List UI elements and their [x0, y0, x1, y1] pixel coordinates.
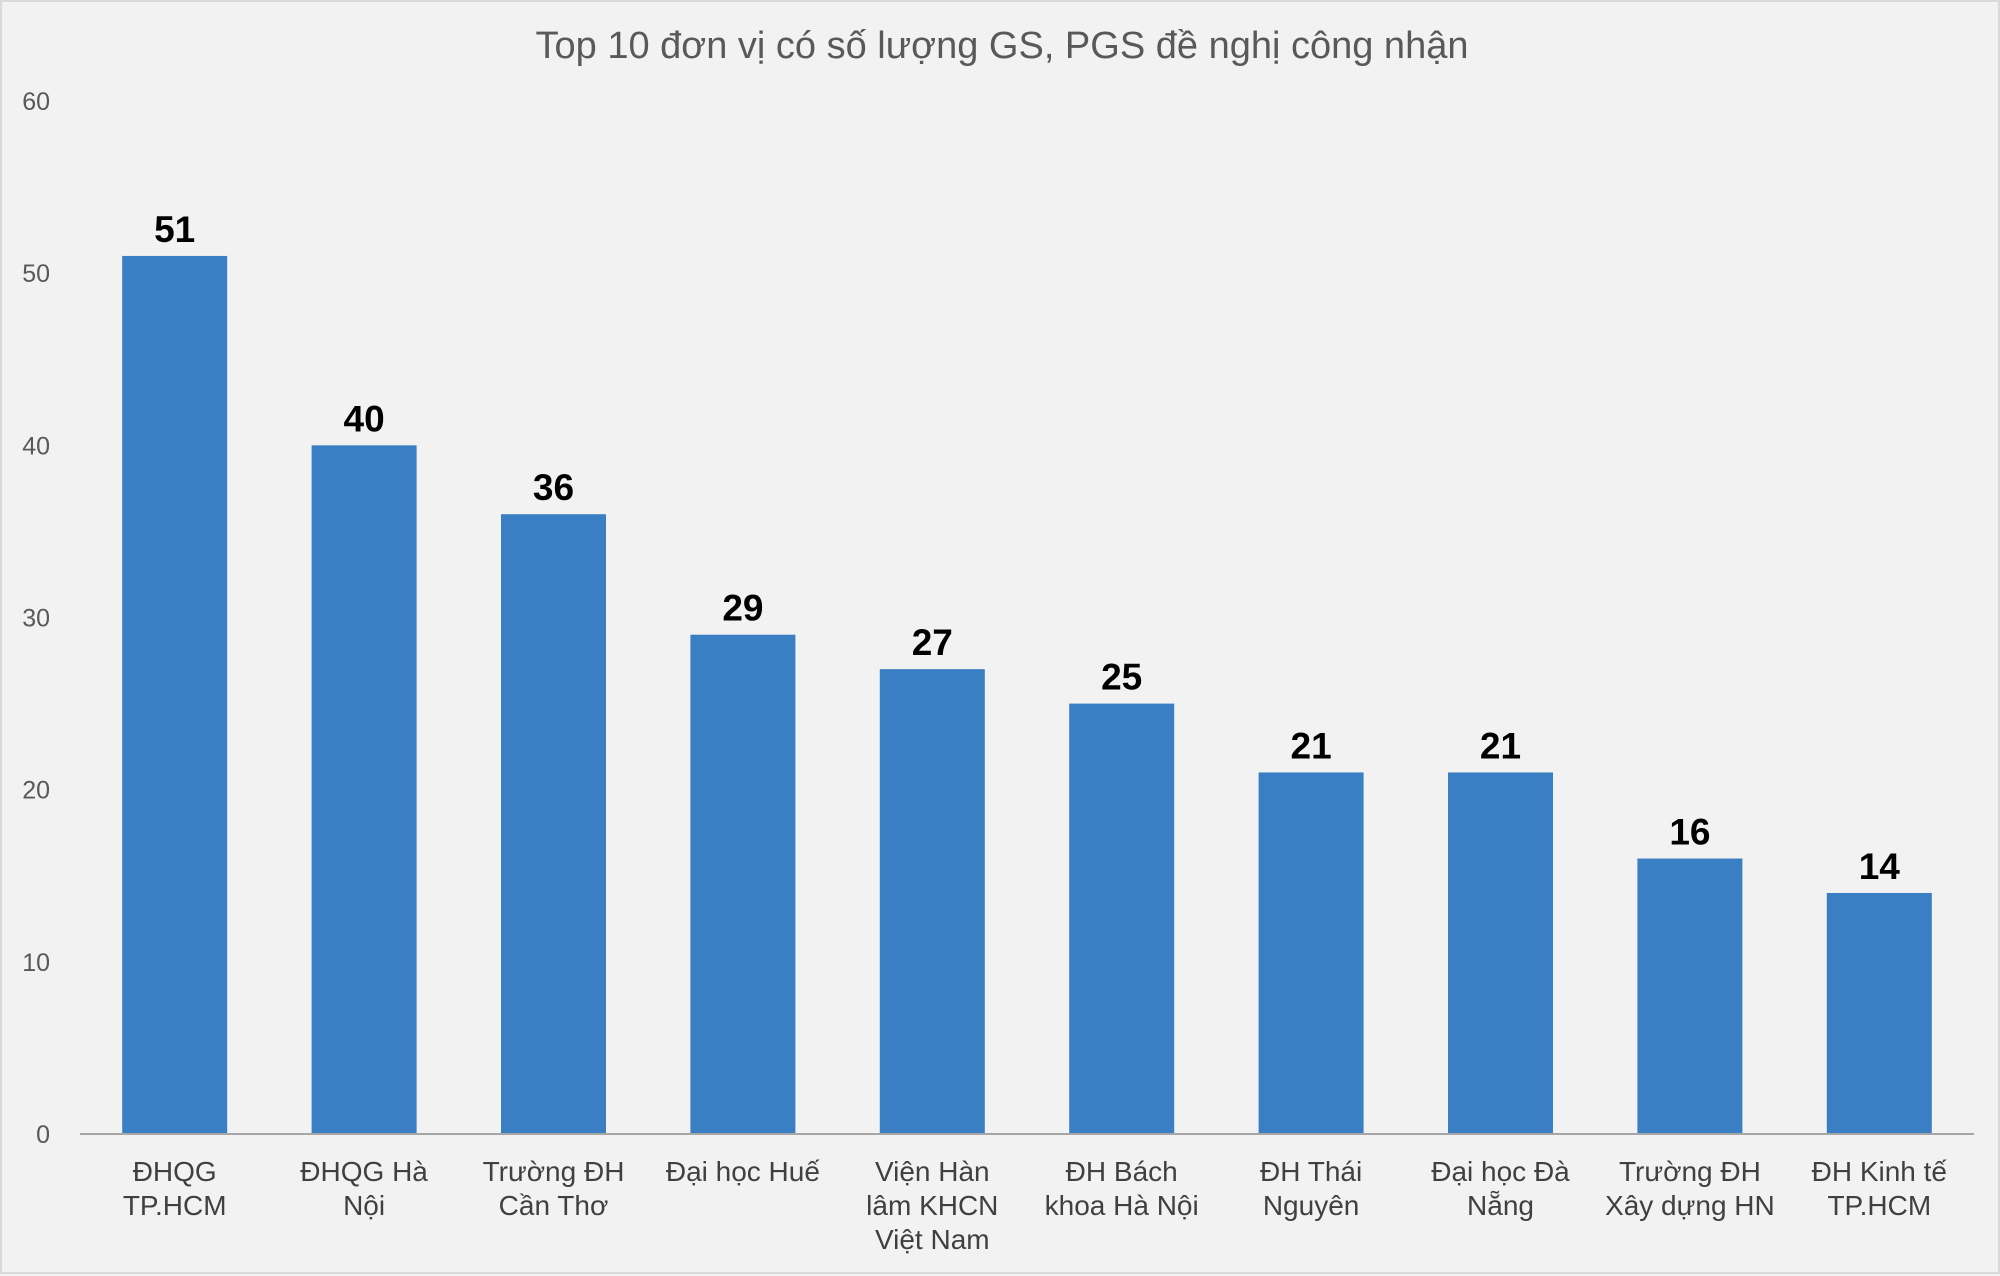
bar	[690, 634, 796, 1134]
x-tick-label-line: TP.HCM	[123, 1190, 227, 1221]
data-label: 21	[1480, 725, 1521, 766]
y-tick-label: 60	[22, 88, 50, 116]
data-label: 29	[722, 588, 763, 629]
bar	[1448, 772, 1553, 1134]
x-tick-label-line: Đại học Huế	[666, 1156, 821, 1187]
y-tick-label: 50	[22, 260, 50, 288]
x-tick-label: ĐH Bách khoa Hà Nội	[1045, 1156, 1199, 1221]
x-tick-label: Đại học Huế	[666, 1156, 821, 1187]
x-tick-label: ĐH Kinh tế TP.HCM	[1812, 1156, 1948, 1221]
data-label: 27	[912, 622, 953, 663]
data-label: 14	[1859, 846, 1901, 887]
x-tick-label-line: TP.HCM	[1827, 1190, 1931, 1221]
y-tick-label: 30	[22, 605, 50, 633]
x-tick-label: ĐHQG TP.HCM	[123, 1156, 227, 1221]
x-tick-label: ĐH Thái Nguyên	[1260, 1156, 1362, 1221]
data-label: 21	[1291, 725, 1332, 766]
data-label: 25	[1101, 657, 1142, 698]
bar	[879, 669, 985, 1134]
x-tick-label: ĐHQG Hà Nội	[300, 1156, 428, 1221]
bar	[1637, 858, 1743, 1134]
x-tick-label-line: Trường ĐH	[1619, 1156, 1761, 1187]
bar	[1069, 703, 1175, 1134]
y-tick-label: 20	[22, 777, 50, 805]
chart-title: Top 10 đơn vị có số lượng GS, PGS đề ngh…	[536, 25, 1469, 67]
x-tick-label: Trường ĐH Xây dựng HN	[1605, 1156, 1775, 1221]
x-tick-label-line: Nguyên	[1263, 1190, 1360, 1221]
data-label: 51	[154, 209, 195, 250]
bar	[501, 514, 606, 1134]
y-tick-label: 40	[22, 432, 50, 460]
x-tick-label: Đại học Đà Nẵng	[1431, 1156, 1570, 1221]
bar	[311, 445, 417, 1134]
x-tick-label-line: khoa Hà Nội	[1045, 1190, 1199, 1221]
x-tick-label-line: ĐHQG	[133, 1156, 217, 1187]
x-tick-label-line: lâm KHCN	[866, 1190, 998, 1221]
x-tick-label-line: Xây dựng HN	[1605, 1190, 1775, 1221]
x-tick-label-line: ĐH Thái	[1260, 1156, 1362, 1187]
x-tick-label: Viện Hàn lâm KHCN Việt Nam	[866, 1156, 998, 1255]
x-tick-label-line: Trường ĐH	[483, 1156, 625, 1187]
x-tick-label-line: Việt Nam	[875, 1224, 990, 1255]
bars-group: 51 40 36 29 27 25 21 21 16 14	[122, 209, 1932, 1134]
data-label: 16	[1669, 812, 1710, 853]
data-label: 40	[344, 398, 385, 439]
x-tick-label-line: ĐH Bách	[1066, 1156, 1178, 1187]
x-tick-label-line: Đại học Đà	[1431, 1156, 1570, 1187]
y-tick-label: 10	[22, 949, 50, 977]
x-tick-label-line: ĐHQG Hà	[300, 1156, 428, 1187]
x-tick-label-line: Cần Thơ	[499, 1190, 609, 1221]
y-tick-label: 0	[36, 1121, 50, 1149]
x-tick-label: Trường ĐH Cần Thơ	[483, 1156, 625, 1221]
x-tick-label-line: ĐH Kinh tế	[1812, 1156, 1948, 1187]
x-tick-label-line: Nội	[343, 1190, 385, 1221]
bar	[1258, 772, 1364, 1134]
bar	[1826, 892, 1932, 1134]
x-tick-label-line: Viện Hàn	[875, 1156, 990, 1187]
bar	[122, 255, 228, 1134]
x-tick-label-line: Nẵng	[1467, 1190, 1534, 1221]
y-axis: 0 10 20 30 40 50 60	[22, 88, 50, 1149]
data-label: 36	[533, 467, 574, 508]
